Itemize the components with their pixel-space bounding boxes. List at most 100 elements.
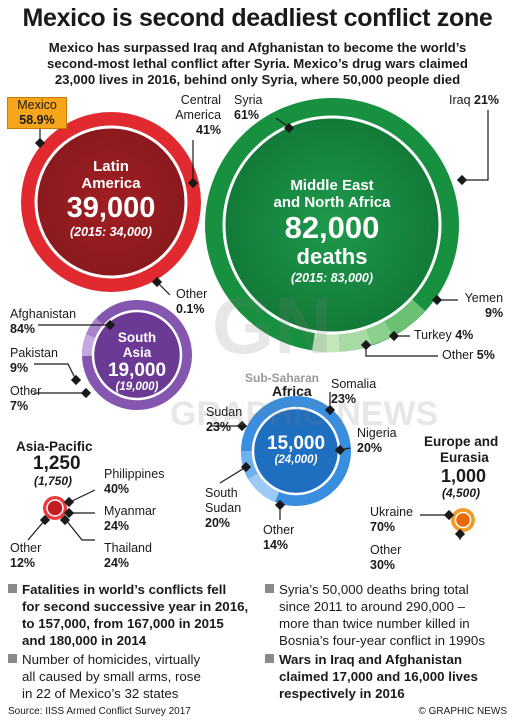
sub-saharan-bubble [240, 396, 351, 506]
asia-pacific-name: Asia-Pacific [16, 439, 93, 454]
subtitle-line: second-most lethal conflict after Syria.… [47, 56, 468, 71]
region-name: Latin [93, 158, 129, 175]
latin-america-bubble [21, 112, 201, 292]
note-line: Number of homicides, virtually [22, 652, 201, 667]
turkey-label: Turkey 4% [414, 328, 473, 343]
region-name: and North Africa [273, 194, 391, 211]
label-name: Other [370, 543, 402, 557]
note-line: since 2011 to around 290,000 – [279, 599, 466, 614]
region-deaths: 19,000 [107, 360, 167, 381]
europe-deaths: 1,000 [441, 466, 487, 486]
subtitle-line: 23,000 lives in 2016, behind only Syria,… [54, 72, 461, 87]
label-pct: 24% [104, 519, 130, 533]
label-name: Yemen [464, 291, 504, 305]
region-name: Asia [122, 345, 152, 360]
label-name: Other [176, 287, 208, 301]
label-name: Other [10, 541, 42, 555]
europe-name-2: Eurasia [440, 450, 489, 465]
note-line: in 22 of Mexico’s 32 states [22, 686, 179, 701]
sub-saharan-other-label: Other 14% [263, 523, 294, 553]
label-pct: 7% [10, 399, 29, 413]
label-pct: 41% [196, 123, 222, 137]
asia-pacific-deaths: 1,250 [33, 453, 81, 474]
sub-saharan-text: 15,000 (24,000) [253, 433, 339, 467]
label-name: South [205, 486, 238, 500]
label-pct: 40% [104, 482, 130, 496]
note-line: respectively in 2016 [279, 686, 405, 701]
mexico-label: Mexico 58.9% [7, 97, 67, 129]
note-line: Wars in Iraq and Afghanistan [279, 652, 462, 667]
page-title: Mexico is second deadliest conflict zone [22, 4, 493, 32]
label-name: Central [180, 93, 222, 107]
region-prev: (19,000) [115, 381, 159, 393]
label-pct: 21% [474, 93, 500, 107]
note-line: claimed 17,000 and 16,000 lives [279, 669, 478, 684]
label-name: Syria [234, 93, 263, 107]
note-line: Syria’s 50,000 deaths bring total [279, 582, 469, 597]
label-name: Thailand [104, 541, 152, 555]
europe-other-label: Other 30% [370, 543, 401, 573]
region-deaths: 15,000 [266, 433, 326, 454]
south-sudan-label: South Sudan 20% [205, 486, 241, 531]
middle-east-bubble [205, 98, 459, 353]
myanmar-label: Myanmar 24% [104, 504, 156, 534]
sudan-label: Sudan 23% [206, 405, 242, 435]
south-asia-inner-circle [91, 309, 183, 401]
page-subtitle: Mexico has surpassed Iraq and Afghanista… [14, 40, 501, 88]
label-name: Myanmar [104, 504, 157, 518]
asia-pacific-other-label: Other 12% [10, 541, 41, 571]
label-pct: 4% [455, 328, 474, 342]
label-pct: 9% [485, 306, 504, 320]
somalia-label: Somalia 23% [331, 377, 376, 407]
label-name: Turkey [414, 328, 452, 342]
label-pct: 0.1% [176, 302, 205, 316]
yemen-label: Yemen 9% [461, 291, 503, 321]
source-note: Source: IISS Armed Conflict Survey 2017 [8, 706, 191, 717]
label-name: Afghanistan [10, 307, 77, 321]
bullet-square-icon [265, 584, 274, 593]
label-name: Other [263, 523, 295, 537]
label-pct: 5% [476, 348, 495, 362]
region-deaths: 82,000 [284, 210, 380, 245]
europe-bubble [451, 508, 475, 532]
note-line: Fatalities in world’s conflicts fell [22, 582, 227, 597]
note-line: for second successive year in 2016, [22, 599, 249, 614]
sub-saharan-name-2: Africa [272, 383, 312, 399]
label-name: Other [442, 348, 474, 362]
note-line: all caused by small arms, rose [22, 669, 201, 684]
nigeria-label: Nigeria 20% [357, 426, 397, 456]
label-pct: 12% [10, 556, 36, 570]
label-name: Nigeria [357, 426, 397, 440]
label-name: Somalia [331, 377, 377, 391]
south-asia-text: South Asia 19,000 (19,000) [92, 330, 182, 394]
label-pct: 84% [10, 322, 36, 336]
note-line: to 157,000, from 167,000 in 2015 [22, 616, 224, 631]
label-name: Pakistan [10, 346, 58, 360]
subtitle-line: Mexico has surpassed Iraq and Afghanista… [48, 40, 467, 55]
label-name: Ukraine [370, 505, 414, 519]
bullet-square-icon [265, 654, 274, 663]
label-name: Philippines [104, 467, 165, 481]
label-name: Sudan [206, 405, 243, 419]
thailand-label: Thailand 24% [104, 541, 152, 571]
europe-prev: (4,500) [442, 486, 481, 500]
label-pct: 24% [104, 556, 130, 570]
label-pct: 23% [206, 420, 232, 434]
label-pct: 61% [234, 108, 260, 122]
note-line: more than twice number killed in [279, 616, 470, 631]
europe-name-1: Europe and [424, 434, 499, 449]
note-line: Bosnia’s four-year conflict in 1990s [279, 633, 485, 648]
south-asia-other-label: Other 7% [10, 384, 41, 414]
label-pct: 20% [357, 441, 383, 455]
region-prev: (2015: 83,000) [290, 271, 373, 285]
label-pct: 9% [10, 361, 29, 375]
label-pct: 20% [205, 516, 231, 530]
label-pct: 58.9% [19, 113, 55, 127]
pakistan-label: Pakistan 9% [10, 346, 58, 376]
region-prev: (2015: 34,000) [69, 225, 152, 239]
region-deaths: 39,000 [66, 192, 156, 224]
middle-east-inner-circle [222, 115, 442, 335]
region-name: South [117, 330, 157, 345]
central-america-label: Central America 41% [166, 93, 221, 138]
